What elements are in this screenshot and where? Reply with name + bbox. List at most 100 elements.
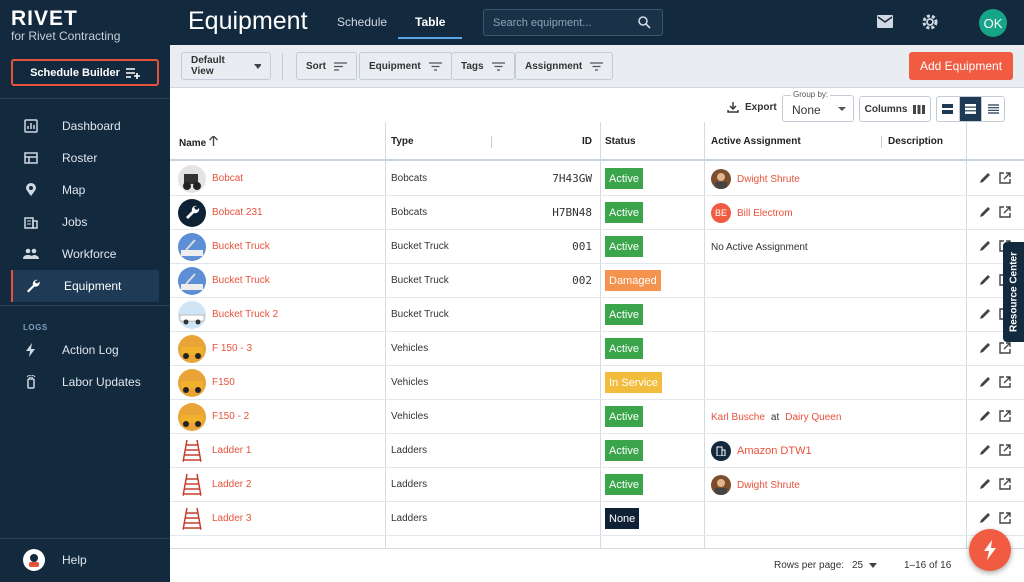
equipment-name-link[interactable]: Ladder 1 xyxy=(212,445,252,456)
equipment-name-link[interactable]: F150 - 2 xyxy=(212,411,250,422)
equipment-name-link[interactable]: Bucket Truck 2 xyxy=(212,309,279,320)
edit-pencil-icon[interactable] xyxy=(979,240,991,252)
edit-pencil-icon[interactable] xyxy=(979,308,991,320)
equipment-thumbnail xyxy=(178,505,206,533)
table-row[interactable]: Bucket Truck 2 Bucket Truck Active xyxy=(170,298,1024,332)
sidebar-item-equipment[interactable]: Equipment xyxy=(11,270,159,302)
sort-button[interactable]: Sort xyxy=(296,52,357,80)
open-external-icon[interactable] xyxy=(999,342,1011,354)
edit-pencil-icon[interactable] xyxy=(979,274,991,286)
user-avatar[interactable]: OK xyxy=(979,9,1007,37)
open-external-icon[interactable] xyxy=(999,444,1011,456)
equipment-name-link[interactable]: F150 xyxy=(212,377,235,388)
sidebar-item-label: Map xyxy=(62,183,86,197)
sidebar-item-label: Jobs xyxy=(62,215,88,229)
table-row[interactable]: Bobcat Bobcats 7H43GW Active Dwight Shrute xyxy=(170,162,1024,196)
density-standard-button[interactable] xyxy=(959,97,983,121)
equipment-filter-label: Equipment xyxy=(369,60,421,72)
column-separator xyxy=(881,136,882,148)
sidebar-item-workforce[interactable]: Workforce xyxy=(0,238,170,270)
sidebar-item-dashboard[interactable]: Dashboard xyxy=(0,110,170,142)
edit-pencil-icon[interactable] xyxy=(979,478,991,490)
sidebar-item-roster[interactable]: Roster xyxy=(0,142,170,174)
equipment-filter-button[interactable]: Equipment xyxy=(359,52,452,80)
tab-table[interactable]: Table xyxy=(415,15,446,29)
column-header-assignment[interactable]: Active Assignment xyxy=(711,136,801,147)
column-header-status[interactable]: Status xyxy=(605,136,636,147)
equipment-name-link[interactable]: Ladder 2 xyxy=(212,479,252,490)
equipment-type: Vehicles xyxy=(391,411,429,422)
edit-pencil-icon[interactable] xyxy=(979,342,991,354)
sidebar-item-jobs[interactable]: Jobs xyxy=(0,206,170,238)
status-badge: Active xyxy=(605,474,643,495)
density-comfortable-button[interactable] xyxy=(937,97,960,121)
quick-action-button[interactable] xyxy=(969,529,1011,571)
table-row[interactable]: Ladder 3 Ladders None xyxy=(170,502,1024,536)
sidebar-item-action-log[interactable]: Action Log xyxy=(0,334,170,366)
table-row[interactable]: Bucket Truck Bucket Truck 001 Active No Acti… xyxy=(170,230,1024,264)
open-external-icon[interactable] xyxy=(999,410,1011,422)
equipment-type: Vehicles xyxy=(391,377,429,388)
edit-pencil-icon[interactable] xyxy=(979,410,991,422)
status-badge: Active xyxy=(605,236,643,257)
equipment-name-link[interactable]: Ladder 3 xyxy=(212,513,252,524)
assignment-filter-button[interactable]: Assignment xyxy=(515,52,614,80)
column-header-id[interactable]: ID xyxy=(582,136,592,147)
table-row[interactable]: F150 - 2 Vehicles Active Karl Busche at Dairy… xyxy=(170,400,1024,434)
search-icon xyxy=(638,16,651,29)
tags-filter-button[interactable]: Tags xyxy=(451,52,515,80)
settings-gear-icon[interactable] xyxy=(921,13,939,31)
resource-center-tab[interactable]: Resource Center xyxy=(1003,242,1024,342)
table-row[interactable]: Bucket Truck Bucket Truck 002 Damaged xyxy=(170,264,1024,298)
edit-pencil-icon[interactable] xyxy=(979,512,991,524)
open-external-icon[interactable] xyxy=(999,512,1011,524)
default-view-select[interactable]: Default View xyxy=(181,52,271,80)
assignee-avatar xyxy=(711,475,731,495)
open-external-icon[interactable] xyxy=(999,172,1011,184)
open-external-icon[interactable] xyxy=(999,478,1011,490)
export-button[interactable]: Export xyxy=(727,102,777,113)
search-input[interactable]: Search equipment... xyxy=(483,9,663,36)
tab-schedule[interactable]: Schedule xyxy=(337,15,388,29)
job-site-link[interactable]: Amazon DTW1 xyxy=(737,445,812,457)
table-row[interactable]: Ladder 2 Ladders Active Dwight Shrute xyxy=(170,468,1024,502)
sidebar-item-map[interactable]: Map xyxy=(0,174,170,206)
open-external-icon[interactable] xyxy=(999,376,1011,388)
assignee-link[interactable]: Bill Electrom xyxy=(737,207,793,219)
columns-button[interactable]: Columns xyxy=(859,96,931,122)
column-divider xyxy=(600,122,601,548)
assignee-link[interactable]: Karl Busche xyxy=(711,411,765,423)
assignee-link[interactable]: Dwight Shrute xyxy=(737,479,800,491)
job-location-link[interactable]: Dairy Queen xyxy=(785,411,842,423)
mail-icon[interactable] xyxy=(877,15,893,28)
table-row[interactable]: F150 Vehicles In Service xyxy=(170,366,1024,400)
assignee-link[interactable]: Dwight Shrute xyxy=(737,173,800,185)
group-by-select[interactable]: Group by: None xyxy=(782,90,854,122)
equipment-name-link[interactable]: Bobcat xyxy=(212,173,244,184)
edit-pencil-icon[interactable] xyxy=(979,376,991,388)
column-header-type[interactable]: Type xyxy=(391,136,414,147)
column-header-name[interactable]: Name xyxy=(179,135,218,149)
edit-pencil-icon[interactable] xyxy=(979,444,991,456)
density-compact-button[interactable] xyxy=(982,97,1004,121)
top-bar: Equipment Schedule Table Search equipmen… xyxy=(170,0,1024,45)
sidebar-item-labor-updates[interactable]: Labor Updates xyxy=(0,366,170,398)
edit-pencil-icon[interactable] xyxy=(979,172,991,184)
equipment-type: Bucket Truck xyxy=(391,275,449,286)
schedule-builder-button[interactable]: Schedule Builder xyxy=(11,59,159,86)
column-header-description[interactable]: Description xyxy=(888,136,944,147)
search-placeholder: Search equipment... xyxy=(493,16,592,29)
add-equipment-button[interactable]: Add Equipment xyxy=(909,52,1013,80)
edit-pencil-icon[interactable] xyxy=(979,206,991,218)
table-row[interactable]: Bobcat 231 Bobcats H7BN48 Active BE Bill Elec… xyxy=(170,196,1024,230)
equipment-name-link[interactable]: F 150 - 3 xyxy=(212,343,253,354)
equipment-name-link[interactable]: Bucket Truck xyxy=(212,275,270,286)
open-external-icon[interactable] xyxy=(999,206,1011,218)
help-button[interactable]: Help xyxy=(23,549,87,571)
equipment-name-link[interactable]: Bucket Truck xyxy=(212,241,270,252)
rows-per-page-select[interactable]: 25 xyxy=(852,560,878,571)
equipment-name-link[interactable]: Bobcat 231 xyxy=(212,207,263,218)
table-row[interactable]: F 150 - 3 Vehicles Active xyxy=(170,332,1024,366)
table-row[interactable]: Ladder 1 Ladders Active Amazon DTW1 xyxy=(170,434,1024,468)
sidebar-divider xyxy=(0,98,170,99)
